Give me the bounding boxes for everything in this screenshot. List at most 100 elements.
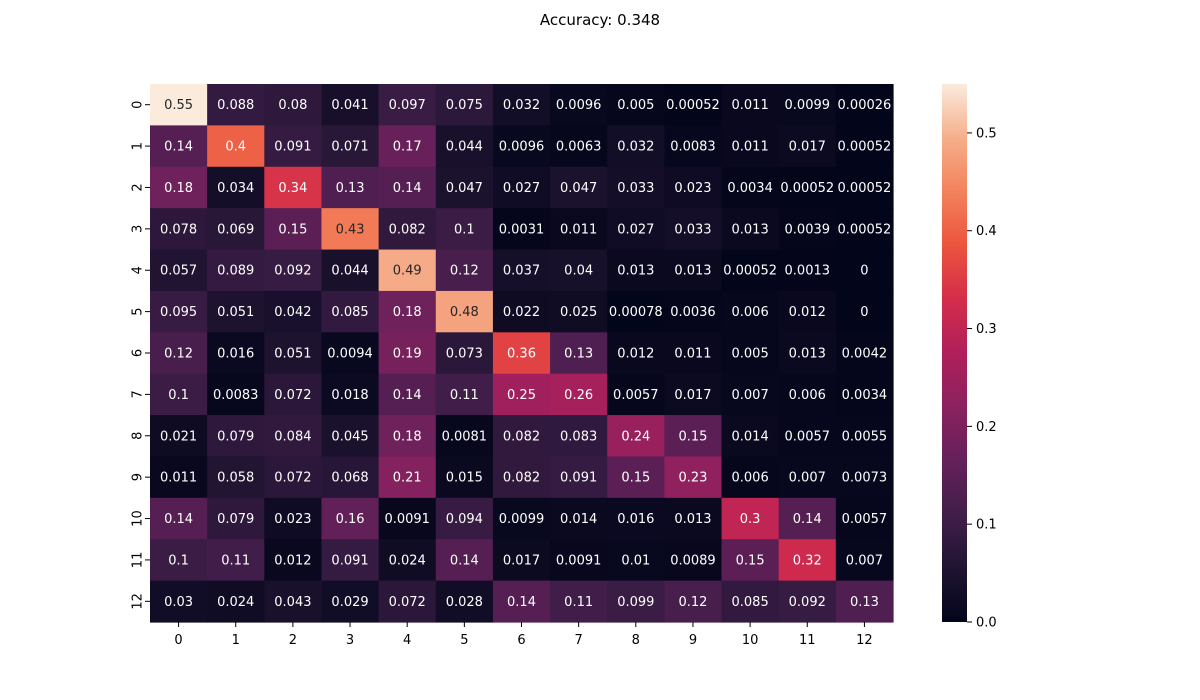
cell-value-label: 0.017 (674, 388, 711, 403)
heatmap-cell (150, 373, 208, 416)
cell-value-label: 0.013 (674, 264, 711, 279)
colorbar-tick-label: 0.0 (976, 616, 997, 631)
cell-value-label: 0.042 (274, 305, 311, 320)
heatmap-cell (778, 415, 837, 458)
heatmap-cell (664, 456, 723, 499)
cell-value-label: 0.006 (732, 305, 769, 320)
heatmap-cell (835, 580, 894, 623)
heatmap-cell (207, 290, 265, 333)
cell-value-label: 0.0057 (842, 512, 888, 527)
cell-value-label: 0.014 (560, 512, 597, 527)
cell-value-label: 0.011 (560, 222, 597, 237)
heatmap-cell (835, 456, 894, 499)
heatmap-cell (778, 539, 837, 582)
cell-value-label: 0.012 (617, 347, 654, 362)
x-tick-label: 3 (346, 633, 354, 648)
heatmap-cell (835, 497, 894, 540)
cell-value-label: 0.14 (164, 140, 193, 155)
heatmap-cell (435, 456, 494, 499)
x-tick-label: 11 (799, 633, 816, 648)
cell-value-label: 0.012 (274, 553, 311, 568)
cell-value-label: 0.044 (331, 264, 368, 279)
heatmap-cell (150, 249, 208, 292)
heatmap-cell (264, 166, 323, 209)
cell-value-label: 0.0013 (785, 264, 831, 279)
cell-value-label: 0.0083 (213, 388, 259, 403)
heatmap-cell (550, 166, 608, 209)
y-tick-label: 1 (131, 142, 146, 150)
heatmap-cell (778, 125, 837, 168)
cell-value-label: 0.16 (336, 512, 365, 527)
cell-value-label: 0.007 (732, 388, 769, 403)
heatmap-cell (492, 125, 551, 168)
heatmap-cell (607, 332, 665, 375)
cell-value-label: 0.4 (225, 140, 246, 155)
heatmap-cell (321, 456, 380, 499)
heatmap-cell (492, 373, 551, 416)
heatmap-cell (721, 84, 780, 126)
y-tick-label: 8 (131, 432, 146, 440)
y-tick-label: 0 (131, 101, 146, 109)
cell-value-label: 0.11 (221, 553, 250, 568)
heatmap-cell (607, 125, 665, 168)
cell-value-label: 0.007 (846, 553, 883, 568)
heatmap-cell (321, 290, 380, 333)
y-tick-label: 4 (131, 266, 146, 274)
heatmap-cell (150, 580, 208, 623)
cell-value-label: 0.033 (674, 222, 711, 237)
heatmap-cell (435, 580, 494, 623)
heatmap-cell (607, 84, 665, 126)
heatmap-cell (435, 539, 494, 582)
cell-value-label: 0.0091 (556, 553, 602, 568)
heatmap-cell (835, 415, 894, 458)
cell-value-label: 0.011 (732, 98, 769, 113)
heatmap-cell (378, 290, 437, 333)
heatmap-cell (721, 539, 780, 582)
heatmap-cell (835, 539, 894, 582)
heatmap-cell (150, 290, 208, 333)
heatmap-cell (835, 166, 894, 209)
cell-value-label: 0 (860, 305, 868, 320)
heatmap-cell (835, 84, 894, 126)
cell-value-label: 0.25 (507, 388, 536, 403)
cell-value-label: 0.0081 (442, 429, 488, 444)
heatmap-cell (721, 125, 780, 168)
cell-value-label: 0.027 (503, 181, 540, 196)
heatmap-cell (550, 415, 608, 458)
heatmap-cell (778, 84, 837, 126)
cell-value-label: 0.032 (503, 98, 540, 113)
cell-value-label: 0.091 (274, 140, 311, 155)
heatmap-cell (721, 456, 780, 499)
cell-value-label: 0.024 (217, 595, 254, 610)
cell-value-label: 0.08 (278, 98, 307, 113)
heatmap-cells: 0.55 0.088 0.08 0.041 0.097 0.075 0.032 0.0096 0… (150, 84, 894, 623)
heatmap-cell (207, 166, 265, 209)
cell-value-label: 0.014 (732, 429, 769, 444)
cell-value-label: 0.0057 (785, 429, 831, 444)
cell-value-label: 0.23 (678, 471, 707, 486)
heatmap-cell (321, 125, 380, 168)
cell-value-label: 0.047 (560, 181, 597, 196)
heatmap-cell (378, 332, 437, 375)
heatmap-cell (607, 497, 665, 540)
cell-value-label: 0.092 (274, 264, 311, 279)
cell-value-label: 0.1 (168, 388, 189, 403)
cell-value-label: 0.0083 (670, 140, 716, 155)
x-tick-label: 7 (575, 633, 583, 648)
cell-value-label: 0.12 (450, 264, 479, 279)
heatmap-cell (721, 166, 780, 209)
heatmap-cell (264, 373, 323, 416)
y-tick-label: 2 (131, 183, 146, 191)
cell-value-label: 0.012 (789, 305, 826, 320)
heatmap-cell (664, 84, 723, 126)
cell-value-label: 0.084 (274, 429, 311, 444)
heatmap-cell (607, 373, 665, 416)
heatmap-cell (721, 415, 780, 458)
heatmap-cell (721, 373, 780, 416)
cell-value-label: 0.005 (617, 98, 654, 113)
cell-value-label: 0.091 (331, 553, 368, 568)
heatmap-cell (264, 580, 323, 623)
heatmap-cell (435, 208, 494, 251)
x-tick-label: 1 (232, 633, 240, 648)
heatmap-cell (778, 456, 837, 499)
